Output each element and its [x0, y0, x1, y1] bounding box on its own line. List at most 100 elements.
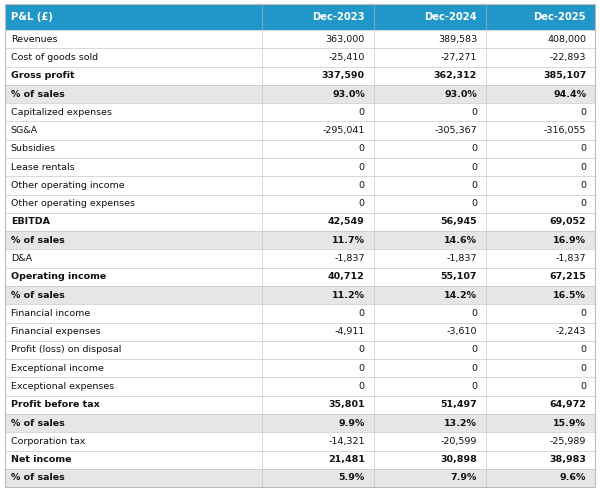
- Text: 385,107: 385,107: [543, 71, 586, 80]
- Text: Financial income: Financial income: [11, 309, 90, 318]
- Text: Profit (loss) on disposal: Profit (loss) on disposal: [11, 346, 121, 354]
- Text: 64,972: 64,972: [550, 400, 586, 409]
- Text: 0: 0: [580, 163, 586, 172]
- Text: -1,837: -1,837: [446, 254, 477, 263]
- Text: -3,610: -3,610: [446, 327, 477, 336]
- Text: 16.9%: 16.9%: [553, 236, 586, 245]
- Text: 0: 0: [471, 309, 477, 318]
- Bar: [5, 304, 595, 322]
- Bar: [5, 341, 595, 359]
- Text: 363,000: 363,000: [326, 35, 365, 44]
- Text: -1,837: -1,837: [334, 254, 365, 263]
- Text: 11.7%: 11.7%: [332, 236, 365, 245]
- Text: % of sales: % of sales: [11, 419, 65, 427]
- Text: Capitalized expenses: Capitalized expenses: [11, 108, 112, 117]
- Bar: [5, 158, 595, 176]
- Text: 5.9%: 5.9%: [338, 473, 365, 483]
- Text: 0: 0: [359, 144, 365, 153]
- Text: 9.6%: 9.6%: [560, 473, 586, 483]
- Text: 69,052: 69,052: [550, 217, 586, 226]
- Text: 11.2%: 11.2%: [332, 290, 365, 300]
- Text: 7.9%: 7.9%: [451, 473, 477, 483]
- Text: 0: 0: [580, 382, 586, 391]
- Text: SG&A: SG&A: [11, 126, 38, 135]
- Text: Exceptional expenses: Exceptional expenses: [11, 382, 114, 391]
- Text: 14.6%: 14.6%: [444, 236, 477, 245]
- Bar: [5, 286, 595, 304]
- Text: -316,055: -316,055: [544, 126, 586, 135]
- Bar: [5, 30, 595, 48]
- Text: 0: 0: [359, 382, 365, 391]
- Text: 389,583: 389,583: [438, 35, 477, 44]
- Text: 0: 0: [359, 346, 365, 354]
- Bar: [5, 322, 595, 341]
- Bar: [5, 268, 595, 286]
- Bar: [5, 231, 595, 249]
- Text: Net income: Net income: [11, 455, 71, 464]
- Text: 0: 0: [359, 309, 365, 318]
- Text: 93.0%: 93.0%: [332, 90, 365, 99]
- Text: 0: 0: [580, 309, 586, 318]
- Bar: [5, 121, 595, 140]
- Bar: [5, 4, 595, 30]
- Text: Lease rentals: Lease rentals: [11, 163, 74, 172]
- Text: Subsidies: Subsidies: [11, 144, 56, 153]
- Text: Operating income: Operating income: [11, 272, 106, 282]
- Bar: [5, 451, 595, 469]
- Text: 13.2%: 13.2%: [444, 419, 477, 427]
- Text: 93.0%: 93.0%: [444, 90, 477, 99]
- Text: 0: 0: [471, 364, 477, 373]
- Text: -22,893: -22,893: [550, 53, 586, 62]
- Text: % of sales: % of sales: [11, 236, 65, 245]
- Text: 51,497: 51,497: [440, 400, 477, 409]
- Bar: [5, 213, 595, 231]
- Text: 0: 0: [359, 163, 365, 172]
- Text: -14,321: -14,321: [328, 437, 365, 446]
- Text: 0: 0: [471, 108, 477, 117]
- Text: D&A: D&A: [11, 254, 32, 263]
- Text: 0: 0: [580, 108, 586, 117]
- Text: 9.9%: 9.9%: [338, 419, 365, 427]
- Bar: [5, 469, 595, 487]
- Bar: [5, 85, 595, 103]
- Text: 0: 0: [580, 199, 586, 208]
- Text: Dec-2025: Dec-2025: [533, 12, 586, 22]
- Bar: [5, 48, 595, 67]
- Text: Corporation tax: Corporation tax: [11, 437, 85, 446]
- Text: 408,000: 408,000: [547, 35, 586, 44]
- Text: 0: 0: [580, 364, 586, 373]
- Bar: [5, 67, 595, 85]
- Text: Profit before tax: Profit before tax: [11, 400, 100, 409]
- Text: % of sales: % of sales: [11, 90, 65, 99]
- Text: 0: 0: [359, 199, 365, 208]
- Bar: [5, 103, 595, 121]
- Text: 38,983: 38,983: [550, 455, 586, 464]
- Text: 0: 0: [471, 144, 477, 153]
- Bar: [5, 249, 595, 268]
- Text: 0: 0: [359, 364, 365, 373]
- Text: Dec-2024: Dec-2024: [424, 12, 477, 22]
- Text: 30,898: 30,898: [440, 455, 477, 464]
- Bar: [5, 378, 595, 396]
- Text: 0: 0: [471, 199, 477, 208]
- Text: Cost of goods sold: Cost of goods sold: [11, 53, 98, 62]
- Text: Gross profit: Gross profit: [11, 71, 74, 80]
- Text: 0: 0: [580, 346, 586, 354]
- Bar: [5, 414, 595, 432]
- Text: -2,243: -2,243: [556, 327, 586, 336]
- Text: 0: 0: [580, 181, 586, 190]
- Text: -27,271: -27,271: [440, 53, 477, 62]
- Text: -1,837: -1,837: [556, 254, 586, 263]
- Text: 55,107: 55,107: [440, 272, 477, 282]
- Text: % of sales: % of sales: [11, 473, 65, 483]
- Text: 337,590: 337,590: [322, 71, 365, 80]
- Bar: [5, 140, 595, 158]
- Text: -4,911: -4,911: [334, 327, 365, 336]
- Text: 16.5%: 16.5%: [553, 290, 586, 300]
- Text: 94.4%: 94.4%: [553, 90, 586, 99]
- Bar: [5, 396, 595, 414]
- Text: 15.9%: 15.9%: [553, 419, 586, 427]
- Text: 0: 0: [471, 346, 477, 354]
- Text: EBITDA: EBITDA: [11, 217, 50, 226]
- Text: 0: 0: [471, 181, 477, 190]
